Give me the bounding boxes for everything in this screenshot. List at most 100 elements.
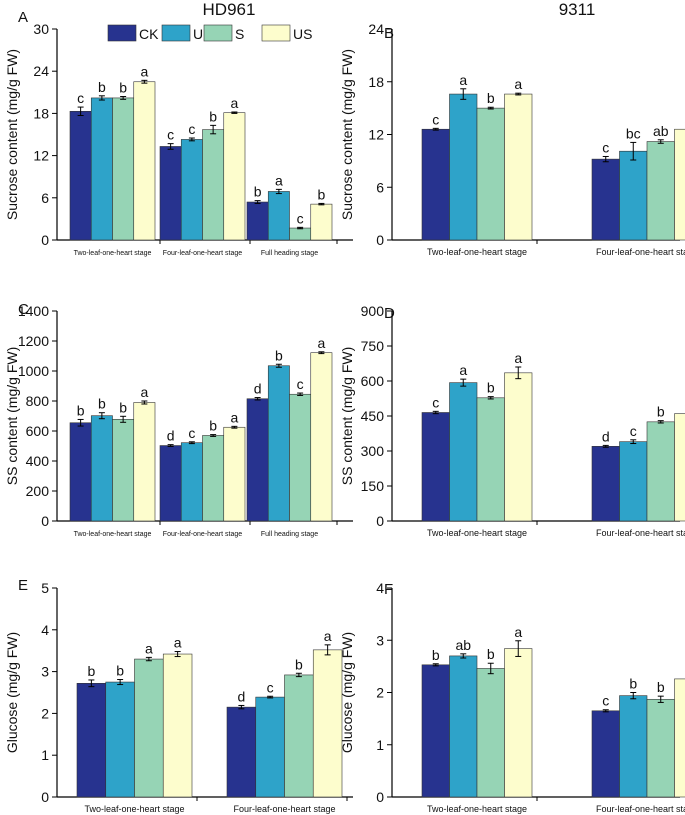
significance-letter: c	[602, 693, 609, 709]
category-label: Four-leaf-one-heart stage	[596, 528, 685, 538]
bar-u	[619, 441, 648, 522]
significance-letter: c	[297, 210, 304, 226]
bar-s	[646, 421, 675, 522]
panel-letter: F	[384, 581, 393, 598]
y-tick-label: 0	[41, 232, 49, 248]
bar-u	[267, 191, 290, 241]
y-tick-label: 0	[41, 513, 49, 529]
significance-letter: b	[487, 646, 495, 662]
y-axis-label: Sucrose content (mg/g FW)	[339, 49, 355, 220]
significance-letter: a	[145, 640, 153, 656]
y-tick-label: 30	[33, 21, 49, 37]
significance-letter: b	[275, 347, 283, 363]
bar-us	[223, 112, 246, 241]
bar-ck	[159, 445, 182, 522]
bar-u	[619, 695, 648, 798]
panel-letter: E	[18, 577, 28, 594]
significance-letter: b	[119, 80, 127, 96]
y-tick-label: 800	[26, 393, 50, 409]
significance-letter: c	[267, 679, 274, 695]
bar-ck	[421, 412, 450, 522]
category-label: Full heading stage	[261, 250, 318, 257]
significance-letter: b	[77, 402, 85, 418]
bar-s	[284, 674, 314, 798]
bar-u	[180, 139, 203, 241]
bar-ck	[591, 446, 620, 522]
y-tick-label: 0	[376, 789, 384, 805]
bar-ck	[591, 158, 620, 241]
bar-us	[162, 653, 193, 798]
bar-s	[112, 418, 135, 522]
bar-us	[312, 649, 343, 798]
bar-u	[449, 382, 478, 522]
y-tick-label: 24	[368, 21, 384, 37]
bar-ck	[69, 422, 92, 522]
bar-u	[449, 655, 478, 798]
significance-letter: c	[77, 90, 84, 106]
bar-ck	[226, 706, 257, 798]
y-tick-label: 1	[376, 737, 384, 753]
significance-letter: a	[514, 624, 522, 640]
bar-s	[476, 107, 505, 241]
significance-letter: b	[295, 656, 303, 672]
significance-letter: c	[432, 394, 439, 410]
category-label: Two-leaf-one-heart stage	[427, 528, 527, 538]
bar-u	[90, 97, 113, 241]
header-left: HD961	[202, 0, 256, 19]
category-label: Four-leaf-one-heart stage	[596, 804, 685, 814]
header-right: 9311	[558, 0, 596, 19]
bar-us	[504, 648, 533, 798]
bar-u	[449, 93, 478, 241]
significance-letter: d	[602, 428, 610, 444]
significance-letter: b	[87, 663, 95, 679]
y-axis-label: Glucose (mg/g FW)	[339, 632, 355, 753]
bar-ck	[246, 398, 269, 522]
y-tick-label: 450	[361, 408, 385, 424]
y-tick-label: 6	[41, 190, 49, 206]
bar-u	[255, 696, 285, 798]
bar-s	[202, 435, 225, 522]
significance-letter: d	[167, 428, 175, 444]
significance-letter: d	[237, 688, 245, 704]
y-tick-label: 750	[361, 338, 385, 354]
significance-letter: a	[230, 95, 238, 111]
bar-s	[476, 668, 505, 798]
significance-letter: c	[630, 423, 637, 439]
bar-u	[619, 150, 648, 241]
y-tick-label: 1200	[18, 333, 49, 349]
legend-swatch-s	[203, 24, 233, 42]
bar-ck	[591, 710, 620, 798]
legend-label-ck: CK	[139, 26, 159, 42]
significance-letter: b	[487, 90, 495, 106]
category-label: Two-leaf-one-heart stage	[427, 804, 527, 814]
category-label: Two-leaf-one-heart stage	[427, 247, 527, 257]
significance-letter: a	[324, 628, 332, 644]
category-label: Four-leaf-one-heart stage	[233, 804, 335, 814]
significance-letter: a	[275, 172, 283, 188]
significance-letter: a	[514, 76, 522, 92]
bar-u	[105, 681, 135, 798]
legend-label-us: US	[293, 26, 312, 42]
significance-letter: b	[657, 404, 665, 420]
significance-letter: bc	[626, 125, 641, 141]
panel-letter: A	[18, 9, 28, 26]
significance-letter: a	[459, 72, 467, 88]
significance-letter: b	[254, 184, 262, 200]
category-label: Four-leaf-one-heart stage	[163, 531, 242, 538]
bar-s	[134, 658, 164, 798]
y-tick-label: 2	[41, 705, 49, 721]
legend: CK U S US	[107, 24, 312, 42]
bar-us	[133, 81, 156, 241]
legend-label-u: U	[193, 26, 203, 42]
bar-s	[289, 393, 312, 522]
y-tick-label: 3	[376, 632, 384, 648]
y-tick-label: 150	[361, 478, 385, 494]
significance-letter: ab	[455, 637, 471, 653]
bar-u	[267, 365, 290, 522]
bar-s	[202, 129, 225, 241]
legend-swatch-ck	[107, 24, 137, 42]
y-tick-label: 200	[26, 483, 50, 499]
significance-letter: c	[167, 127, 174, 143]
significance-letter: c	[432, 111, 439, 127]
